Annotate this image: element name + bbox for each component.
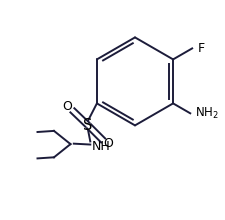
Text: S: S	[83, 118, 92, 133]
Text: O: O	[62, 100, 72, 114]
Text: F: F	[197, 42, 204, 55]
Text: O: O	[103, 137, 112, 150]
Text: NH: NH	[91, 140, 110, 153]
Text: NH$_2$: NH$_2$	[194, 106, 218, 121]
